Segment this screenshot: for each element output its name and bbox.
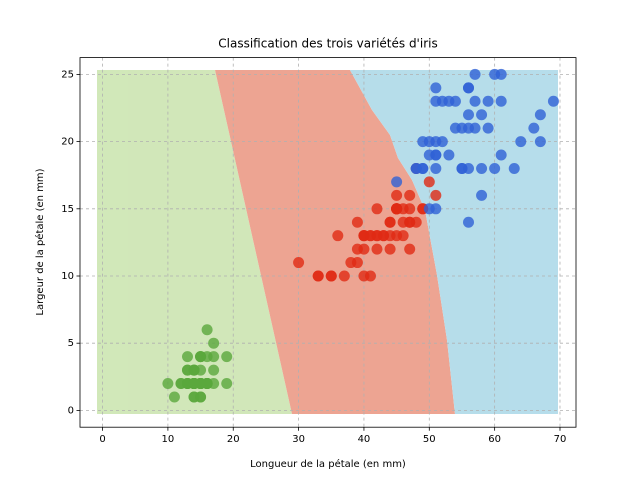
x-tick-label: 0 [99, 434, 105, 445]
point [423, 176, 435, 188]
point [312, 270, 324, 282]
point [410, 216, 422, 228]
point [482, 95, 494, 107]
point [430, 162, 442, 174]
point [449, 95, 461, 107]
point [469, 95, 481, 107]
point [476, 189, 488, 201]
x-tick-label: 10 [162, 434, 175, 445]
point [495, 95, 507, 107]
point [384, 243, 396, 255]
point [397, 230, 409, 242]
point [201, 324, 213, 336]
point [528, 122, 540, 134]
x-tick-label: 40 [358, 434, 371, 445]
y-axis-label: Largeur de la pétale (en mm) [34, 168, 46, 315]
point [436, 95, 448, 107]
point [534, 109, 546, 121]
point [449, 122, 461, 134]
y-tick-label: 0 [68, 405, 74, 416]
region-setosa [97, 70, 292, 414]
y-tick-label: 15 [61, 204, 74, 215]
point [391, 203, 403, 215]
chart-title: Classification des trois variétés d'iris [218, 37, 437, 51]
point [358, 243, 370, 255]
point [489, 162, 501, 174]
point [208, 337, 220, 349]
axes-frame [79, 57, 577, 428]
point [325, 270, 337, 282]
point [208, 364, 220, 376]
point [463, 109, 475, 121]
x-tick-label: 30 [292, 434, 305, 445]
point [463, 216, 475, 228]
point [378, 230, 390, 242]
point [456, 162, 468, 174]
x-axis-label: Longueur de la pétale (en mm) [250, 458, 406, 470]
point [430, 189, 442, 201]
point [515, 136, 527, 148]
point [181, 351, 193, 363]
point [188, 364, 200, 376]
point [404, 203, 416, 215]
point [423, 149, 435, 161]
points [162, 68, 559, 403]
point [430, 82, 442, 94]
y-tick-label: 5 [68, 338, 74, 349]
x-tick-label: 60 [488, 434, 501, 445]
point [495, 68, 507, 80]
region-versicolor [215, 70, 455, 414]
x-tick-label: 20 [227, 434, 240, 445]
point [168, 391, 180, 403]
y-tick-label: 20 [61, 137, 74, 148]
point [476, 162, 488, 174]
point [351, 216, 363, 228]
x-tick-label: 70 [554, 434, 567, 445]
point [293, 257, 305, 269]
point [404, 189, 416, 201]
point [391, 189, 403, 201]
point [469, 68, 481, 80]
point [404, 243, 416, 255]
x-tick-label: 50 [423, 434, 436, 445]
point [430, 203, 442, 215]
point [332, 230, 344, 242]
point [364, 270, 376, 282]
point [410, 162, 422, 174]
point [195, 351, 207, 363]
point [443, 149, 455, 161]
point [391, 176, 403, 188]
y-tick-label: 25 [61, 69, 74, 80]
y-tick-label: 10 [61, 271, 74, 282]
point [162, 378, 174, 390]
point [384, 216, 396, 228]
point [417, 136, 429, 148]
point [547, 95, 559, 107]
point [364, 230, 376, 242]
grid [80, 57, 576, 428]
point [482, 122, 494, 134]
point [371, 243, 383, 255]
point [436, 136, 448, 148]
decision-regions [97, 70, 558, 414]
point [508, 162, 520, 174]
point [188, 378, 200, 390]
point [463, 82, 475, 94]
point [534, 136, 546, 148]
point [345, 257, 357, 269]
point [371, 203, 383, 215]
point [221, 378, 233, 390]
point [338, 270, 350, 282]
point [495, 149, 507, 161]
point [397, 216, 409, 228]
point [476, 109, 488, 121]
point [463, 122, 475, 134]
point [221, 351, 233, 363]
point [188, 391, 200, 403]
